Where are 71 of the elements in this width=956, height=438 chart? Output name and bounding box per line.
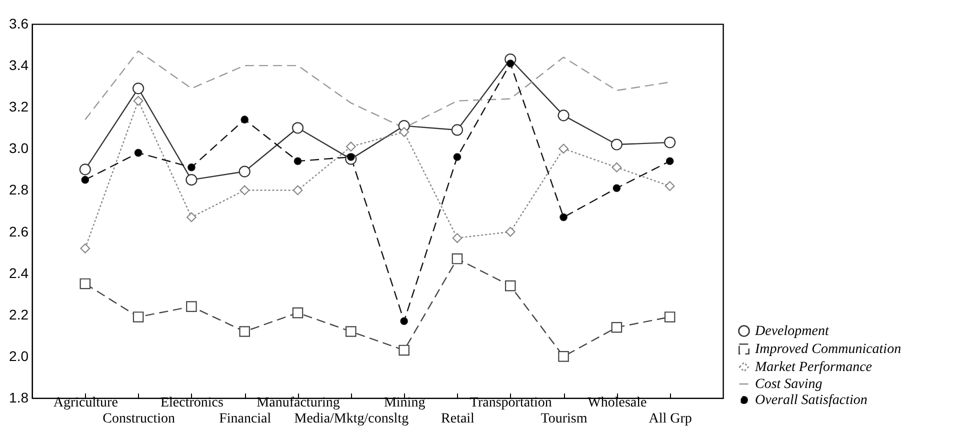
legend-label: Development [754, 324, 830, 339]
y-tick-label: 3.4 [9, 57, 29, 74]
point [452, 233, 462, 243]
x-tick-label: Financial [219, 412, 272, 426]
point [292, 307, 304, 318]
point [611, 322, 622, 333]
x-tick-label: Media/Mktg/consltg [294, 412, 409, 426]
point [610, 138, 622, 150]
point [666, 157, 674, 166]
x-tick-label: Agriculture [53, 396, 118, 410]
point [134, 148, 142, 157]
point [186, 212, 196, 222]
y-tick-label: 3.2 [9, 98, 29, 115]
point [346, 142, 356, 152]
point [505, 226, 516, 237]
y-tick-label: 2.4 [9, 264, 29, 281]
point [238, 166, 250, 178]
point [80, 243, 90, 254]
point [346, 326, 356, 337]
point [558, 351, 569, 362]
point [453, 153, 462, 161]
point [186, 174, 198, 186]
point [133, 96, 144, 106]
point [398, 344, 410, 356]
x-tick-label: All Grp [648, 412, 692, 426]
point [132, 82, 144, 94]
point [240, 185, 250, 196]
legend-label: Cost Saving [755, 377, 822, 392]
legend-label: Improved Communication [754, 342, 902, 357]
point [504, 280, 516, 292]
y-tick-label: 2.0 [9, 348, 29, 364]
point [560, 213, 568, 222]
x-tick-label: Construction [102, 412, 175, 426]
point [612, 184, 621, 192]
x-tick-label: Retail [441, 412, 475, 426]
y-tick-label: 2.2 [9, 306, 29, 322]
point [292, 122, 304, 134]
point [80, 278, 91, 290]
point [664, 136, 676, 148]
y-tick-label: 3.0 [9, 140, 29, 156]
y-tick-label: 1.8 [9, 390, 29, 406]
x-tick-label: Mining [384, 396, 426, 410]
point [400, 317, 408, 326]
point [452, 253, 463, 264]
point [612, 162, 622, 172]
y-tick-label: 2.6 [9, 223, 29, 240]
point [558, 144, 568, 154]
point [132, 312, 144, 322]
x-tick-label: Wholesale [588, 396, 647, 410]
y-tick-label: 2.8 [9, 182, 29, 198]
point [399, 127, 410, 137]
legend-label: Market Performance [754, 360, 872, 375]
x-tick-label: Transportation [470, 396, 552, 410]
point [186, 301, 197, 312]
x-tick-label: Electronics [160, 396, 224, 410]
legend-label: Overall Satisfaction [755, 393, 868, 408]
point [292, 185, 303, 196]
point [188, 163, 196, 172]
point [558, 110, 570, 122]
point [294, 157, 302, 166]
point [664, 312, 676, 322]
x-tick-label: Manufacturing [256, 396, 340, 410]
point [79, 164, 91, 176]
point [664, 181, 675, 192]
x-tick-label: Tourism [540, 412, 588, 426]
point [506, 60, 514, 68]
point [81, 176, 90, 184]
point [239, 326, 250, 337]
y-tick-label: 3.6 [9, 16, 29, 32]
point [240, 116, 249, 124]
point [451, 124, 464, 136]
